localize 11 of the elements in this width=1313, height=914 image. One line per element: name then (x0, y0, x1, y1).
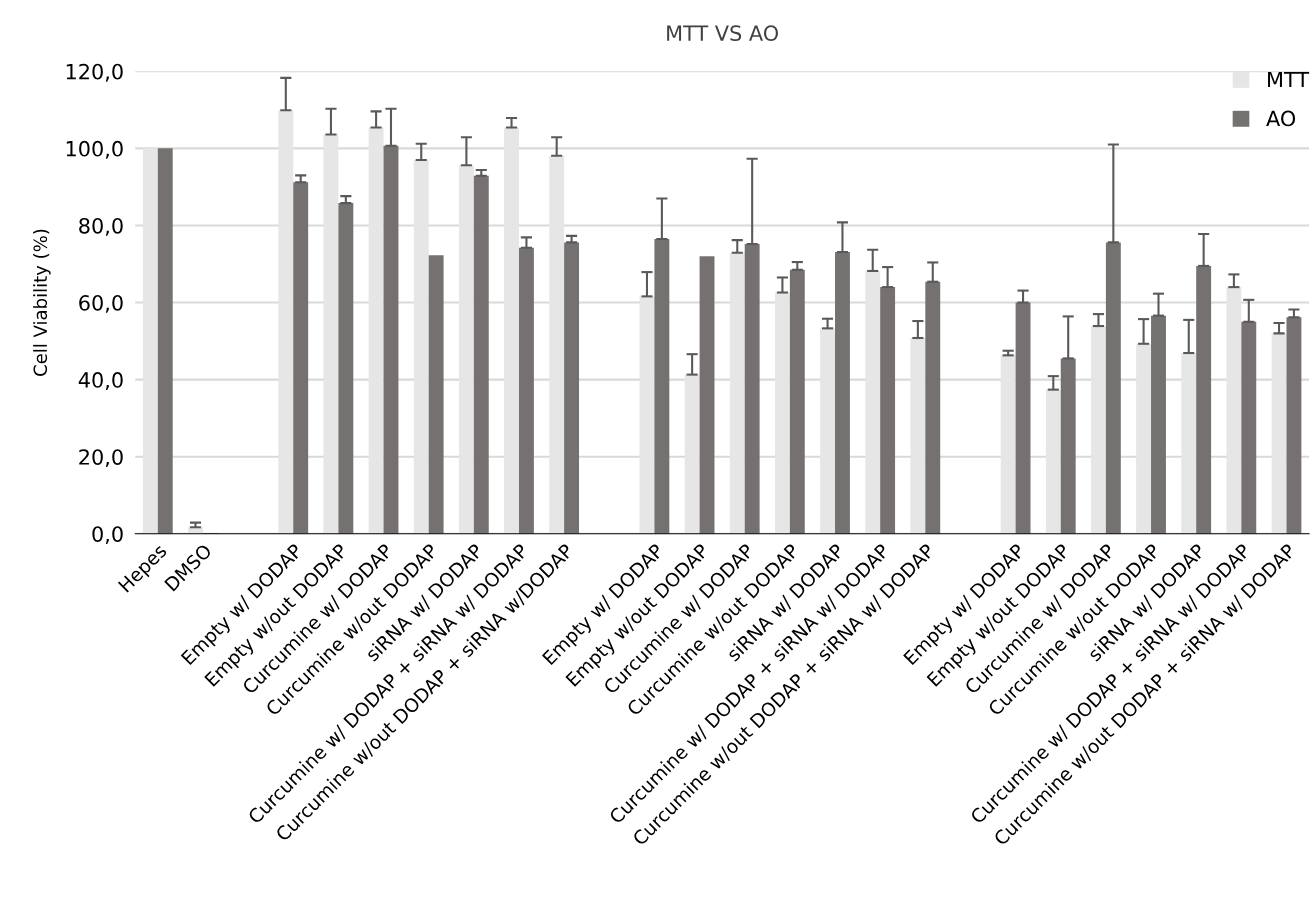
legend-label: MTT (1268, 71, 1310, 88)
chart-title: MTT VS AO (667, 25, 779, 42)
y-tick-label: 20,0 (79, 449, 123, 468)
y-tick-label: 100,0 (66, 140, 123, 159)
y-tick-label: 60,0 (79, 294, 123, 313)
y-tick-label: 120,0 (66, 63, 123, 82)
y-tick-label: 80,0 (79, 217, 123, 236)
legend-label: AO (1266, 110, 1296, 127)
y-tick-label: 0,0 (92, 526, 123, 545)
y-tick-label: 40,0 (78, 372, 123, 390)
y-axis-title: Cell Viability (%) (33, 229, 51, 376)
